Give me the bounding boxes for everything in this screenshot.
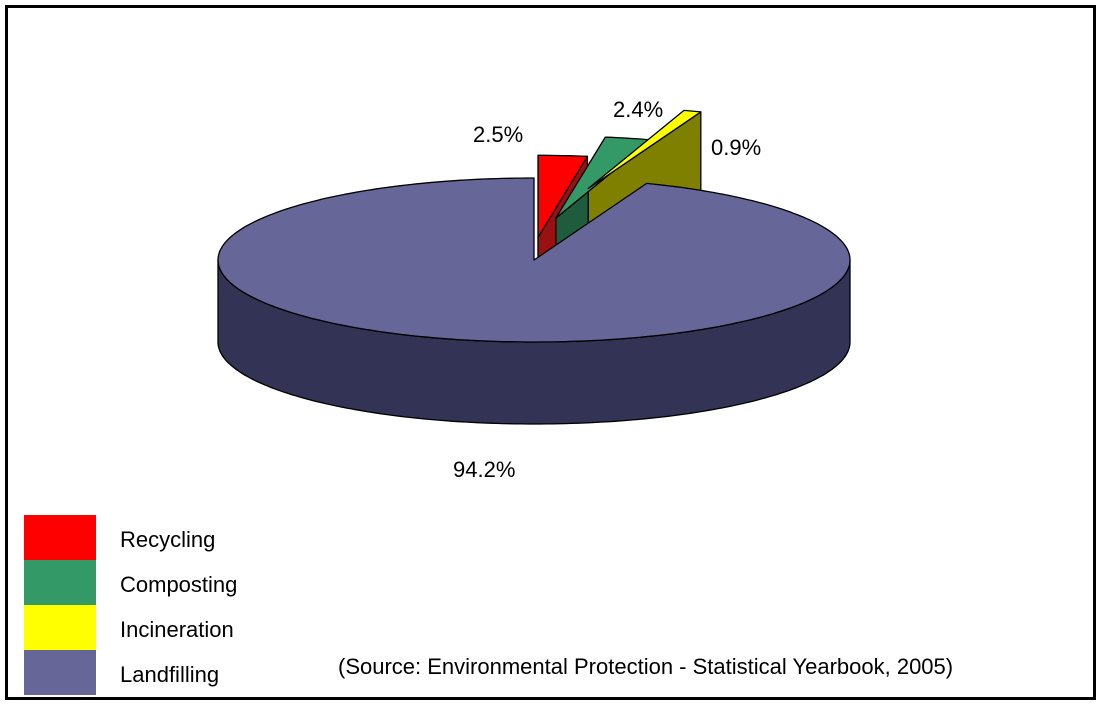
- legend-swatch-incineration: [24, 605, 96, 650]
- slice-label-recycling: 2.5%: [473, 122, 523, 147]
- legend-swatch-composting: [24, 560, 96, 605]
- legend-swatch-recycling: [24, 515, 96, 560]
- pie-slice-landfilling: [217, 177, 851, 343]
- pie-slice-incineration: [587, 109, 702, 190]
- slice-label-incineration: 0.9%: [711, 135, 761, 160]
- legend-swatch-landfilling: [24, 650, 96, 695]
- pie-labels: 2.5% 2.4% 0.9% 94.2%: [453, 97, 761, 482]
- pie-slice-recycling: [537, 154, 589, 238]
- source-note: (Source: Environmental Protection - Stat…: [338, 654, 954, 679]
- legend-label-incineration: Incineration: [120, 617, 234, 642]
- pie-tops: [217, 109, 851, 343]
- slice-label-landfilling: 94.2%: [453, 457, 515, 482]
- legend-label-recycling: Recycling: [120, 527, 216, 552]
- legend-label-landfilling: Landfilling: [120, 662, 220, 687]
- legend-label-composting: Composting: [120, 572, 238, 597]
- slice-label-composting: 2.4%: [613, 97, 663, 122]
